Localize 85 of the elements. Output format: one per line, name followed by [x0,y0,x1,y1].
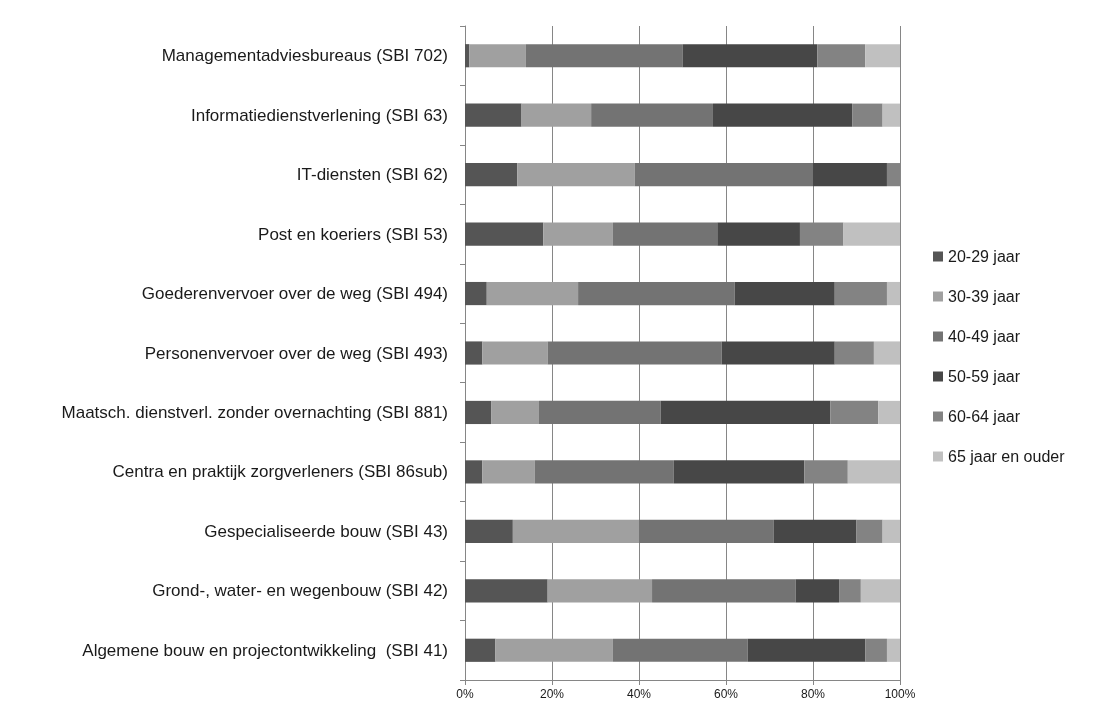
x-tick-label: 0% [456,687,474,701]
legend-label: 65 jaar en ouder [948,448,1066,465]
bar [612,638,748,662]
bar [773,519,857,543]
x-tick-label: 60% [713,687,739,701]
bar [465,103,522,127]
bar [639,519,774,543]
legend-label: 50-59 jaar [948,368,1021,385]
bar [830,400,879,425]
y-tick-label: Grond-, water- en wegenbouw (SBI 42) [152,581,448,601]
bar [591,103,713,127]
legend-label: 20-29 jaar [948,248,1021,265]
bar [465,579,548,603]
bar [865,638,887,662]
bar [469,44,526,68]
bar [878,400,900,425]
bar [795,579,840,603]
y-tick-label: Gespecialiseerde bouw (SBI 43) [204,521,448,541]
y-tick-label: Personenvervoer over de weg (SBI 493) [144,343,448,363]
bar [512,519,639,543]
x-tick-label: 80% [800,687,826,701]
bar [712,103,853,127]
y-tick-label: Post en koeriers (SBI 53) [258,224,448,244]
bar [834,341,874,365]
legend-label: 40-49 jaar [948,328,1021,345]
bar [612,222,718,246]
bar [491,400,539,425]
bar [543,222,613,246]
bar [465,341,483,365]
bar [465,44,470,68]
bar [538,400,661,425]
bar [882,519,900,543]
x-tick-label: 100% [884,687,916,701]
bar [547,579,653,603]
bar [525,44,683,68]
bar [817,44,866,68]
bar [465,400,492,425]
bar [465,163,518,187]
y-tick-label: Goederenvervoer over de weg (SBI 494) [141,284,448,304]
bar [721,341,835,365]
bar [517,163,635,187]
y-tick-label: Managementadviesbureaus (SBI 702) [161,46,448,66]
bar [482,460,535,484]
bar [882,103,900,127]
bar [673,460,805,484]
bar [865,44,900,68]
bar [852,103,883,127]
bar [482,341,548,365]
bar [747,638,866,662]
bar [834,281,887,306]
bar [860,579,900,603]
bar [660,400,831,425]
legend-label: 30-39 jaar [948,288,1021,305]
bar [465,638,496,662]
bar [839,579,861,603]
bar [521,103,592,127]
bar [534,460,674,484]
y-tick-label: Informatiedienstverlening (SBI 63) [190,105,448,125]
bar [873,341,900,365]
bar [886,638,900,662]
bar [717,222,800,246]
bar [547,341,722,365]
bar [465,460,483,484]
bar [578,281,735,306]
bar [634,163,813,187]
bar [495,638,613,662]
bar [652,579,796,603]
legend-label: 60-64 jaar [948,408,1021,425]
y-tick-label: Centra en praktijk zorgverleners (SBI 86sub) [112,462,448,482]
bar [734,281,835,306]
x-tick-label: 40% [626,687,652,701]
x-tick-label: 20% [539,687,565,701]
bar [465,222,544,246]
y-tick-label: Maatsch. dienstverl. zonder overnachting (SBI 881) [61,402,448,422]
bar [465,519,513,543]
bar [847,460,900,484]
y-tick-label: IT-diensten (SBI 62) [296,165,448,185]
bar [486,281,579,306]
bar [813,163,887,187]
y-tick-label: Algemene bouw en projectontwikkeling (SBI 41) [82,640,448,660]
bar [886,281,900,306]
bar [843,222,900,246]
bar [682,44,818,68]
bar [465,281,487,306]
bar [856,519,883,543]
